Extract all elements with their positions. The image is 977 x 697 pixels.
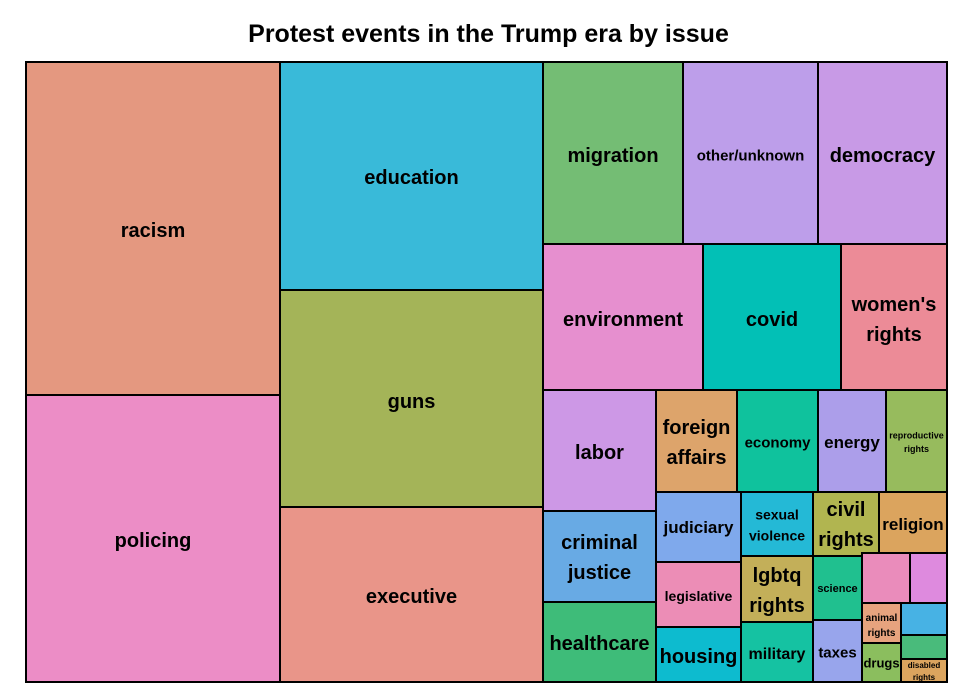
tile-racism-label: racism — [121, 220, 186, 242]
tile-reproductive-rights-rect — [885, 389, 948, 493]
tile-women-s-rights: women's rights — [840, 243, 948, 391]
tile-civil-rights: civil rights — [812, 491, 880, 557]
tile-sexual-violence: sexual violence — [740, 491, 814, 557]
tile-criminal-justice-label: criminal justice — [561, 532, 638, 584]
tile-healthcare: healthcare — [542, 601, 657, 683]
tile-education: education — [279, 61, 544, 291]
tile-other-unknown-label: other/unknown — [697, 147, 805, 164]
tile-taxes-label: taxes — [818, 644, 856, 661]
tile-housing-rect — [655, 626, 742, 683]
tile-unlabeled-31-rect — [900, 602, 948, 636]
tile-reproductive-rights: reproductive rights — [885, 389, 948, 493]
tile-reproductive-rights-label: reproductive rights — [889, 430, 944, 454]
tile-democracy-rect — [817, 61, 948, 245]
tile-drugs: drugs — [861, 642, 902, 683]
tile-racism-rect — [25, 61, 281, 396]
tile-policing: policing — [25, 394, 281, 683]
tile-guns: guns — [279, 289, 544, 508]
tile-energy: energy — [817, 389, 887, 493]
tile-guns-rect — [279, 289, 544, 508]
tile-environment-rect — [542, 243, 704, 391]
tile-military-rect — [740, 621, 814, 683]
tile-religion-rect — [878, 491, 948, 554]
tile-education-label: education — [364, 167, 458, 189]
tile-other-unknown-rect — [682, 61, 819, 245]
tile-religion: religion — [878, 491, 948, 554]
tile-religion-label: religion — [882, 515, 943, 534]
tile-policing-label: policing — [115, 530, 192, 552]
tile-unlabeled-25 — [909, 552, 948, 604]
tile-judiciary-label: judiciary — [663, 518, 734, 537]
tile-covid-label: covid — [746, 309, 798, 331]
tile-civil-rights-rect — [812, 491, 880, 557]
tile-women-s-rights-label: women's rights — [851, 294, 937, 346]
tile-science-label: science — [817, 583, 857, 595]
tile-economy: economy — [736, 389, 819, 493]
tile-unlabeled-24 — [861, 552, 911, 604]
tile-drugs-label: drugs — [863, 656, 899, 671]
tile-foreign-affairs-rect — [655, 389, 738, 493]
tile-executive: executive — [279, 506, 544, 683]
tile-foreign-affairs: foreign affairs — [655, 389, 738, 493]
tile-executive-rect — [279, 506, 544, 683]
tile-migration-label: migration — [567, 145, 658, 167]
tile-animal-rights: animal rights — [861, 602, 902, 644]
tile-executive-label: executive — [366, 586, 457, 608]
tile-labor-label: labor — [575, 442, 624, 464]
tile-drugs-rect — [861, 642, 902, 683]
tile-science-rect — [812, 555, 863, 621]
tile-legislative-rect — [655, 561, 742, 628]
tile-labor: labor — [542, 389, 657, 512]
tile-taxes: taxes — [812, 619, 863, 683]
tile-unlabeled-31 — [900, 602, 948, 636]
tile-lgbtq-rights-label: lgbtq rights — [749, 565, 805, 617]
tile-legislative: legislative — [655, 561, 742, 628]
tile-unlabeled-24-rect — [861, 552, 911, 604]
tile-legislative-label: legislative — [665, 588, 733, 604]
tile-housing-label: housing — [660, 646, 738, 668]
tile-migration: migration — [542, 61, 684, 245]
tile-environment: environment — [542, 243, 704, 391]
tile-environment-label: environment — [563, 309, 683, 331]
tile-covid-rect — [702, 243, 842, 391]
tile-covid: covid — [702, 243, 842, 391]
tile-lgbtq-rights: lgbtq rights — [740, 555, 814, 623]
tile-other-unknown: other/unknown — [682, 61, 819, 245]
tile-labor-rect — [542, 389, 657, 512]
tile-science: science — [812, 555, 863, 621]
tile-foreign-affairs-label: foreign affairs — [663, 417, 731, 469]
tile-disabled-rights-label: disabled rights — [908, 661, 941, 682]
tile-democracy-label: democracy — [830, 145, 936, 167]
tile-judiciary: judiciary — [655, 491, 742, 563]
tile-racism: racism — [25, 61, 281, 396]
tile-military-label: military — [749, 646, 806, 663]
tile-animal-rights-label: animal rights — [866, 613, 898, 639]
tile-housing: housing — [655, 626, 742, 683]
tile-economy-rect — [736, 389, 819, 493]
tile-disabled-rights: disabled rights — [900, 658, 948, 683]
chart-title: Protest events in the Trump era by issue — [248, 20, 729, 48]
tile-women-s-rights-rect — [840, 243, 948, 391]
tile-healthcare-label: healthcare — [549, 633, 649, 655]
tile-sexual-violence-label: sexual violence — [749, 507, 805, 544]
tile-policing-rect — [25, 394, 281, 683]
tile-unlabeled-33-rect — [900, 634, 948, 660]
tile-sexual-violence-rect — [740, 491, 814, 557]
tile-economy-label: economy — [745, 434, 812, 451]
tile-guns-label: guns — [388, 391, 436, 413]
tile-education-rect — [279, 61, 544, 291]
tile-unlabeled-25-rect — [909, 552, 948, 604]
tile-energy-label: energy — [824, 433, 880, 452]
tile-military: military — [740, 621, 814, 683]
tile-criminal-justice-rect — [542, 510, 657, 603]
tile-unlabeled-33 — [900, 634, 948, 660]
tile-criminal-justice: criminal justice — [542, 510, 657, 603]
tile-democracy: democracy — [817, 61, 948, 245]
tile-judiciary-rect — [655, 491, 742, 563]
tile-civil-rights-label: civil rights — [818, 499, 874, 551]
tile-energy-rect — [817, 389, 887, 493]
tile-disabled-rights-rect — [900, 658, 948, 683]
